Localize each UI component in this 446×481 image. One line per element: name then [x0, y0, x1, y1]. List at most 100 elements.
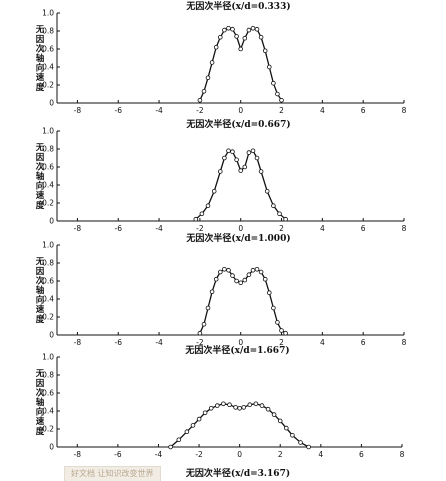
data-point — [290, 432, 295, 438]
y-tick-label: 1.0 — [42, 9, 54, 18]
data-point — [271, 305, 276, 311]
data-point — [271, 80, 276, 86]
data-point — [277, 418, 283, 424]
x-tick-label: 6 — [361, 224, 366, 233]
data-point — [253, 401, 259, 407]
y-tick-label: 0.6 — [42, 45, 54, 54]
data-point — [242, 277, 248, 283]
data-point — [230, 273, 235, 278]
x-axis-caption: 无因次半径(x/d=1.000) — [185, 232, 290, 244]
x-axis-caption: 无因次半径(x/d=0.333) — [185, 0, 290, 12]
x-tick-label: 2 — [278, 450, 283, 459]
y-tick-label: 0.4 — [42, 63, 54, 72]
y-tick-label: 0.2 — [42, 199, 54, 208]
data-point — [205, 305, 211, 311]
x-tick-label: 2 — [279, 224, 284, 233]
data-point — [234, 157, 239, 163]
data-point — [283, 425, 289, 431]
data-point — [209, 60, 215, 65]
data-point — [222, 27, 227, 33]
data-point — [221, 401, 226, 407]
data-point — [262, 276, 268, 282]
data-point — [275, 320, 280, 325]
data-point — [266, 64, 272, 70]
data-point — [242, 164, 248, 170]
data-point — [271, 412, 277, 417]
data-point — [234, 278, 239, 284]
data-point — [238, 168, 244, 173]
data-point — [250, 25, 256, 31]
x-tick-label: 6 — [361, 106, 366, 115]
x-tick-label: -6 — [114, 450, 122, 459]
data-point — [222, 266, 227, 272]
x-tick-label: -2 — [195, 450, 203, 459]
y-axis-label: 无因次轴向速度 — [35, 143, 45, 211]
y-axis-label: 无因次轴向速度 — [35, 257, 45, 325]
data-point — [227, 402, 232, 408]
data-point — [199, 211, 205, 217]
x-tick-label: 4 — [320, 224, 325, 233]
x-tick-label: 0 — [238, 338, 243, 347]
y-tick-label: 0.6 — [42, 277, 54, 286]
data-point — [237, 405, 242, 411]
data-point — [306, 444, 311, 450]
data-point — [226, 25, 231, 31]
data-point — [211, 189, 217, 194]
data-point — [298, 440, 303, 445]
chart-panel-3: 无因次半径(x/d=1.000) 0 0.2 0.4 0.6 0.8 1.0 -8 -6 -4 -2… — [35, 232, 407, 347]
data-point — [190, 423, 196, 428]
data-point — [226, 267, 231, 273]
y-tick-label: 0 — [49, 217, 54, 226]
data-point — [233, 405, 238, 410]
y-tick-label: 1.0 — [42, 353, 54, 362]
data-point — [208, 405, 214, 411]
y-tick-label: 1.0 — [42, 241, 54, 250]
data-point — [277, 211, 282, 217]
y-tick-label: 0.8 — [42, 371, 54, 380]
data-point — [283, 330, 288, 336]
data-point — [264, 189, 270, 194]
x-tick-label: -8 — [74, 106, 82, 115]
y-tick-label: 0 — [49, 331, 54, 340]
data-point — [197, 98, 203, 103]
data-point — [201, 89, 207, 94]
data-point — [246, 272, 252, 278]
data-point — [222, 155, 227, 161]
y-tick-label: 0 — [49, 443, 54, 452]
x-tick-label: 4 — [320, 106, 325, 115]
x-axis-caption: 无因次半径(x/d=0.667) — [185, 118, 290, 130]
data-point — [215, 403, 220, 408]
data-point — [258, 169, 264, 174]
x-tick-label: -4 — [155, 106, 163, 115]
data-point — [271, 203, 276, 209]
data-point — [254, 26, 260, 32]
data-point — [230, 149, 235, 155]
data-point — [213, 44, 219, 50]
data-point — [218, 269, 223, 275]
data-point — [254, 155, 260, 161]
data-point — [196, 416, 202, 422]
y-tick-label: 1.0 — [42, 127, 54, 136]
y-tick-label: 0.4 — [42, 407, 54, 416]
x-tick-label: 4 — [320, 338, 325, 347]
x-tick-label: -4 — [155, 450, 163, 459]
series-line — [199, 268, 286, 334]
data-point — [242, 35, 248, 41]
bottom-caption: 无因次半径(x/d=3.167) — [185, 467, 290, 479]
y-tick-label: 0 — [49, 99, 54, 108]
data-point — [201, 321, 207, 327]
data-point — [218, 169, 223, 174]
data-point — [275, 91, 280, 97]
data-point — [205, 75, 211, 81]
y-tick-label: 0.4 — [42, 295, 54, 304]
y-tick-label: 0.6 — [42, 389, 54, 398]
data-point — [226, 148, 231, 154]
x-tick-label: 8 — [402, 224, 407, 233]
data-point — [258, 269, 264, 275]
data-point — [246, 27, 252, 33]
chart-panel-1: 无因次半径(x/d=0.333) 0 0.2 0.4 0.6 0.8 1.0 -8 -6 -4 -2… — [35, 0, 407, 115]
data-point — [238, 46, 244, 52]
x-tick-label: -4 — [155, 338, 163, 347]
data-point — [213, 276, 219, 282]
y-tick-label: 0.8 — [42, 27, 54, 36]
